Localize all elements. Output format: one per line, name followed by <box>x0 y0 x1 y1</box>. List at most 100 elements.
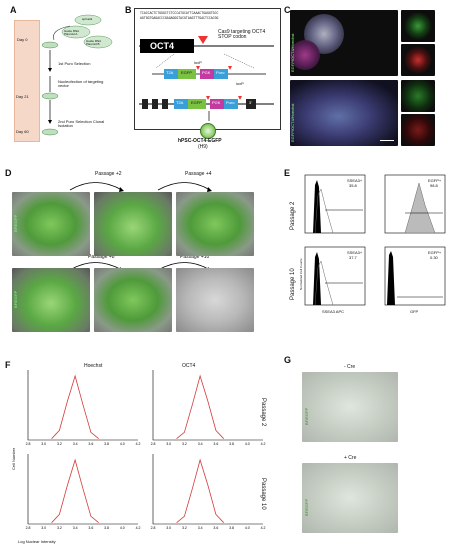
f-tick-label: 3.2 <box>57 442 62 446</box>
puro-label: Puro <box>216 70 225 75</box>
e-plots <box>304 174 446 306</box>
e-plot-4 <box>384 246 446 306</box>
d-passage-8: Passage +8 <box>88 254 115 260</box>
f-tick-label: 3.2 <box>182 442 187 446</box>
loxp-label-1: loxP <box>194 60 202 65</box>
cas9-label: Cas9 targeting OCT4 STOP codon <box>218 29 266 40</box>
f-tick-label: 3.8 <box>229 442 234 446</box>
c-green-bottom <box>401 80 435 112</box>
f-tick-label: 3.8 <box>104 526 109 530</box>
cas9-cut-marker <box>198 36 208 44</box>
f-tick-label: 4.2 <box>261 442 266 446</box>
dish-3 <box>41 128 59 136</box>
arrow-p2-head <box>119 187 124 192</box>
f-plot-1: 2.8 3.0 3.2 3.4 3.6 3.8 4.0 4.2 <box>26 370 141 446</box>
homology-left <box>155 53 175 69</box>
d-image-p6 <box>12 268 90 332</box>
final-t2a <box>174 99 188 109</box>
g-minus-cre: - Cre <box>344 364 356 370</box>
timeline-bar <box>14 20 40 142</box>
f-axes <box>27 370 138 441</box>
dish-1 <box>41 41 59 49</box>
e-xlabel-1: SSEA3 APC <box>322 309 345 314</box>
panel-b-label: B <box>125 5 132 15</box>
panel-d-label: D <box>5 168 12 178</box>
panel-f-label: F <box>5 360 11 370</box>
f-tick-label: 2.8 <box>26 442 31 446</box>
panel-c-label: C <box>284 5 291 15</box>
e-gate-2-name: EGFP+ <box>428 178 442 183</box>
e-xlabel-2: GFP <box>410 309 419 314</box>
d-side-label-top: BF/EGFP <box>13 214 18 232</box>
e-gate-2-value: 98.8 <box>430 183 438 188</box>
f-tick-label: 3.0 <box>166 526 171 530</box>
d-image-p10 <box>176 268 254 332</box>
exon-1 <box>142 99 148 109</box>
f-tick-label: 3.0 <box>166 442 171 446</box>
final-loxp-1 <box>206 96 210 100</box>
final-pgk-label: PGK <box>212 100 221 105</box>
g-side-label-top: BF/EGFP <box>304 407 309 425</box>
arrow-p10 <box>157 262 211 271</box>
final-puro <box>224 99 238 109</box>
egfp-box <box>178 69 196 79</box>
f-plot-3: 2.8 3.0 3.2 3.4 3.6 3.8 4.0 4.2 <box>26 454 141 530</box>
exon-3 <box>162 99 168 109</box>
arrow-p8 <box>69 262 123 271</box>
plasmid-a-text: Guide RNA Plasmid A <box>64 29 80 36</box>
f-tick-label: 2.8 <box>26 526 31 530</box>
e-hist-3b <box>314 260 334 306</box>
product-line-label: (H9) <box>198 144 208 150</box>
f-axes <box>152 370 263 441</box>
homology-right <box>223 53 255 69</box>
exon-2 <box>152 99 158 109</box>
c-merge-top <box>290 10 398 76</box>
final-exon <box>246 99 256 109</box>
f-series-line <box>176 374 224 440</box>
f-tick-label: 4.2 <box>136 442 141 446</box>
c-red-bottom <box>401 114 435 146</box>
arrow-p2 <box>69 182 123 191</box>
loxp-label-2: loxP <box>236 81 244 86</box>
f-tick-label: 3.4 <box>73 442 78 446</box>
puro-box <box>214 69 228 79</box>
f-tick-label: 3.8 <box>229 526 234 530</box>
step-3: 2nd Puro Selection Clonal Isolation <box>58 119 105 128</box>
panel-a-label: A <box>10 5 17 15</box>
f-tick-label: 3.6 <box>88 526 93 530</box>
cas9-plasmid <box>74 14 102 26</box>
f-tick-label: 4.2 <box>136 526 141 530</box>
f-series-line <box>51 374 99 440</box>
loxp-2 <box>228 66 232 70</box>
panel-g-label: G <box>284 355 292 365</box>
e-hist-2 <box>404 182 436 234</box>
e-row-passage-10: Passage 10 <box>290 268 296 300</box>
final-egfp <box>188 99 206 109</box>
f-tick-label: 4.2 <box>261 526 266 530</box>
f-tick-label: 3.8 <box>104 442 109 446</box>
d-image-p2 <box>94 192 172 256</box>
plasmid-cas9-text: spCas9 <box>82 17 93 21</box>
f-tick-label: 3.0 <box>41 526 46 530</box>
seq-bottom: AGTGGTGAGACCCGAGAGGGTACGTAAGTTTGACTCCACG… <box>140 16 219 20</box>
day-0: Day 0 <box>17 37 28 42</box>
g-image-minus <box>302 372 398 442</box>
final-pgk <box>210 99 224 109</box>
f-plot-4: 2.8 3.0 3.2 3.4 3.6 3.8 4.0 4.2 <box>151 454 266 530</box>
f-tick-label: 3.4 <box>198 526 203 530</box>
step-2: Nucleofection of targeting vector <box>58 79 104 88</box>
pgk-label: PGK <box>202 70 211 75</box>
f-tick-label: 4.0 <box>120 442 125 446</box>
product-label: hPSC-OCT4-EGFP <box>178 138 222 144</box>
c-row1-label: EGFP/OCT4/Hoechst <box>290 33 295 72</box>
plasmid-b-text: Guide RNA Plasmid B <box>86 39 102 46</box>
f-tick-label: 2.8 <box>151 442 156 446</box>
t2a-label: T2A <box>166 70 174 75</box>
f-tick-label: 3.0 <box>41 442 46 446</box>
c-row2-label: EGFP/OCT4/Hoechst <box>290 103 295 142</box>
c-scale-bar <box>380 140 394 141</box>
f-tick-label: 4.0 <box>245 442 250 446</box>
f-tick-label: 3.4 <box>198 442 203 446</box>
f-ylabel: Cell Number <box>11 447 16 470</box>
e-row-passage-2: Passage 2 <box>290 201 296 230</box>
